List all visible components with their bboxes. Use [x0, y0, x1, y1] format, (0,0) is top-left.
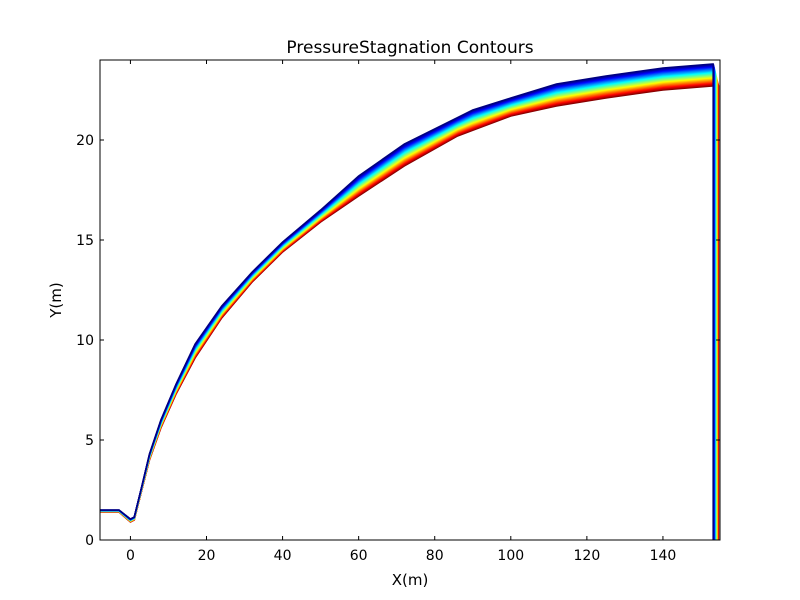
x-tick-label: 60: [350, 548, 368, 564]
chart-title: PressureStagnation Contours: [286, 38, 533, 58]
contour-line: [100, 67, 716, 540]
x-tick-label: 80: [426, 548, 444, 564]
y-axis: 0 5 10 15 20: [76, 133, 720, 549]
contour-line: [100, 65, 715, 540]
y-axis-label: Y(m): [47, 282, 65, 318]
x-tick-label: 0: [126, 548, 135, 564]
contour-line: [100, 68, 716, 540]
x-axis: 0 20 40 60 80 100 120 140: [126, 60, 676, 564]
x-tick-label: 120: [574, 548, 601, 564]
plot-frame: [99, 59, 721, 541]
contour-line: [100, 69, 716, 540]
x-tick-label: 20: [198, 548, 216, 564]
y-tick-label: 0: [85, 533, 94, 549]
contour-line: [100, 64, 715, 540]
contour-line: [100, 66, 715, 540]
contour-line: [100, 64, 715, 540]
contour-lines: [100, 63, 720, 540]
x-tick-label: 40: [274, 548, 292, 564]
y-tick-label: 10: [76, 333, 94, 349]
x-axis-label: X(m): [392, 571, 429, 589]
contour-line: [100, 70, 716, 540]
y-tick-label: 20: [76, 133, 94, 149]
y-tick-label: 5: [85, 433, 94, 449]
x-tick-label: 100: [497, 548, 524, 564]
x-tick-label: 140: [650, 548, 677, 564]
contour-line: [100, 63, 714, 540]
contour-line: [100, 67, 715, 540]
y-tick-label: 15: [76, 233, 94, 249]
